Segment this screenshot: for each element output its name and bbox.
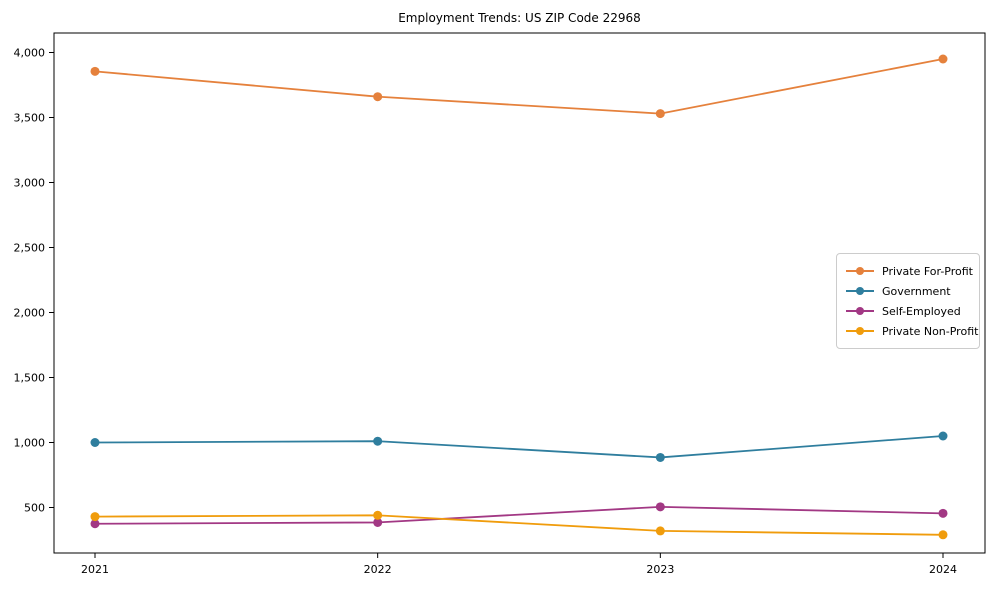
series-markers-government — [90, 431, 948, 462]
data-point-private-for-profit-2023 — [655, 109, 665, 119]
legend-marker-icon — [846, 266, 874, 276]
legend-marker-icon — [846, 286, 874, 296]
y-tick-label: 3,500 — [14, 112, 46, 125]
legend-item-private-for-profit: Private For-Profit — [846, 261, 973, 281]
series-line-self-employed — [94, 505, 944, 525]
data-point-government-2023 — [655, 452, 665, 462]
data-point-self-employed-2022 — [373, 517, 383, 527]
data-point-private-non-profit-2023 — [655, 526, 665, 536]
x-axis-ticks: 2021 2022 2023 2024 — [81, 553, 957, 576]
y-tick-label: 1,000 — [14, 437, 46, 450]
series-markers-private-non-profit — [90, 510, 948, 540]
data-point-private-non-profit-2022 — [373, 510, 383, 520]
data-point-private-for-profit-2024 — [938, 54, 948, 64]
data-point-private-non-profit-2024 — [938, 530, 948, 540]
chart-title: Employment Trends: US ZIP Code 22968 — [398, 11, 641, 25]
series-line-private-for-profit — [94, 58, 944, 115]
legend-marker-icon — [846, 326, 874, 336]
y-tick-label: 2,500 — [14, 242, 46, 255]
data-point-government-2024 — [938, 431, 948, 441]
data-point-government-2022 — [373, 436, 383, 446]
y-tick-label: 500 — [24, 502, 45, 515]
y-tick-label: 3,000 — [14, 177, 46, 190]
data-point-self-employed-2021 — [90, 519, 100, 529]
y-axis-ticks: 500 1,000 1,500 2,000 2,500 3,000 3,500 4,000 — [14, 47, 54, 515]
legend-label: Private Non-Profit — [882, 324, 979, 338]
legend-label: Self-Employed — [882, 304, 961, 318]
series-line-government — [94, 435, 944, 459]
data-point-self-employed-2023 — [655, 502, 665, 512]
legend-label: Government — [882, 284, 951, 298]
data-point-self-employed-2024 — [938, 508, 948, 518]
legend-item-government: Government — [846, 281, 970, 301]
data-point-government-2021 — [90, 438, 100, 447]
axes — [53, 32, 986, 554]
y-tick-label: 4,000 — [14, 47, 46, 60]
series-line-private-non-profit — [94, 514, 944, 536]
y-tick-label: 1,500 — [14, 372, 46, 385]
x-tick-label: 2021 — [81, 563, 109, 576]
data-point-private-non-profit-2021 — [90, 512, 100, 522]
legend: Private For-Profit Government Self-Employe… — [836, 253, 980, 349]
x-tick-label: 2023 — [646, 563, 674, 576]
legend-marker-icon — [846, 306, 874, 316]
legend-item-private-non-profit: Private Non-Profit — [846, 321, 978, 341]
legend-label: Private For-Profit — [882, 264, 973, 278]
series-markers-self-employed — [90, 502, 948, 529]
legend-item-self-employed: Self-Employed — [846, 301, 970, 321]
x-tick-label: 2022 — [364, 563, 392, 576]
data-point-private-for-profit-2022 — [373, 92, 383, 102]
data-point-private-for-profit-2021 — [90, 66, 100, 76]
series-markers-private-for-profit — [90, 54, 948, 119]
x-tick-label: 2024 — [929, 563, 957, 576]
y-tick-label: 2,000 — [14, 307, 46, 320]
